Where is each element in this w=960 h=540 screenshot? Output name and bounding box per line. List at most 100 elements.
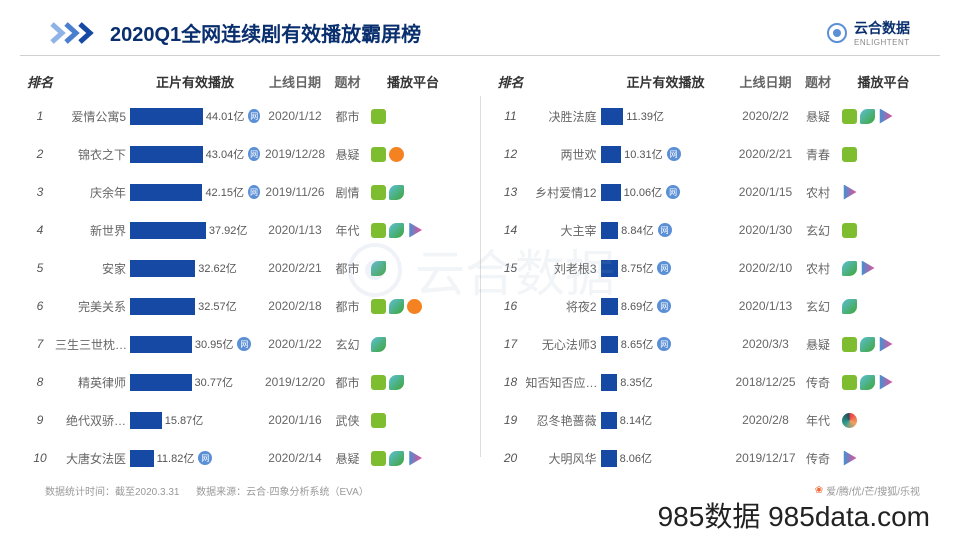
net-badge-icon: 网: [657, 261, 671, 275]
genre-cell: 都市: [330, 298, 365, 315]
platform-cell: [836, 261, 926, 276]
iqiyi-icon: [842, 223, 857, 238]
platform-cell: [836, 185, 926, 200]
th-genre: 题材: [330, 72, 365, 91]
th-platform: 播放平台: [836, 72, 926, 91]
bar-fill: [601, 374, 618, 391]
net-badge-icon: 网: [667, 147, 681, 161]
platform-cell: [836, 451, 926, 466]
iqiyi-icon: [371, 451, 386, 466]
net-badge-icon: 网: [657, 299, 671, 313]
rank-cell: 18: [496, 375, 526, 389]
platform-cell: [365, 337, 455, 352]
date-cell: 2020/2/10: [731, 261, 801, 275]
bar-cell: 8.14亿: [601, 412, 731, 429]
net-badge-icon: 网: [658, 223, 672, 237]
bar-fill: [601, 184, 621, 201]
bar-value: 8.84亿: [621, 222, 653, 238]
table-header: 排名正片有效播放上线日期题材播放平台: [496, 66, 936, 97]
platform-cell: [836, 413, 926, 428]
name-cell: 决胜法庭: [526, 108, 601, 125]
genre-cell: 玄幻: [801, 222, 836, 239]
bar-value: 8.06亿: [620, 450, 652, 466]
name-cell: 绝代双骄…: [55, 412, 130, 429]
bar-value: 32.57亿: [198, 298, 237, 314]
iqiyi-icon: [842, 375, 857, 390]
tencent-icon: [389, 185, 404, 200]
youku-icon: [842, 451, 857, 466]
genre-cell: 悬疑: [330, 146, 365, 163]
genre-cell: 都市: [330, 108, 365, 125]
bar-value: 32.62亿: [198, 260, 237, 276]
th-rank: 排名: [496, 72, 526, 91]
bar-cell: 30.77亿: [130, 374, 260, 391]
date-cell: 2019/12/20: [260, 375, 330, 389]
tencent-icon: [860, 337, 875, 352]
iqiyi-icon: [371, 109, 386, 124]
bar-fill: [601, 260, 619, 277]
th-date: 上线日期: [260, 72, 330, 91]
table-row: 19忍冬艳蔷薇8.14亿2020/2/8年代: [496, 401, 936, 439]
youku-icon: [860, 261, 875, 276]
platform-cell: [365, 147, 455, 162]
youku-icon: [878, 109, 893, 124]
genre-cell: 农村: [801, 184, 836, 201]
bar-cell: 32.62亿: [130, 260, 260, 277]
date-cell: 2020/2/2: [731, 109, 801, 123]
rank-cell: 10: [25, 451, 55, 465]
youku-icon: [407, 223, 422, 238]
bar-value: 8.75亿: [621, 260, 653, 276]
bar-cell: 32.57亿: [130, 298, 260, 315]
bar-fill: [130, 374, 192, 391]
bar-cell: 15.87亿: [130, 412, 260, 429]
name-cell: 大明风华: [526, 450, 601, 467]
bar-cell: 37.92亿: [130, 222, 260, 239]
genre-cell: 玄幻: [330, 336, 365, 353]
rank-cell: 4: [25, 223, 55, 237]
rank-cell: 3: [25, 185, 55, 199]
table-row: 7三生三世枕…30.95亿网2020/1/22玄幻: [25, 325, 465, 363]
table-row: 20大明风华8.06亿2019/12/17传奇: [496, 439, 936, 477]
genre-cell: 剧情: [330, 184, 365, 201]
bar-value: 8.14亿: [620, 412, 652, 428]
name-cell: 两世欢: [526, 146, 601, 163]
genre-cell: 悬疑: [801, 108, 836, 125]
tencent-icon: [842, 299, 857, 314]
platform-cell: [365, 109, 455, 124]
genre-cell: 青春: [801, 146, 836, 163]
table-row: 3庆余年42.15亿网2019/11/26剧情: [25, 173, 465, 211]
youku-icon: [407, 451, 422, 466]
bar-cell: 8.35亿: [601, 374, 731, 391]
rank-cell: 5: [25, 261, 55, 275]
platform-cell: [365, 413, 455, 428]
genre-cell: 年代: [801, 412, 836, 429]
bar-value: 37.92亿: [209, 222, 248, 238]
iqiyi-icon: [842, 109, 857, 124]
platform-cell: [836, 375, 926, 390]
bar-fill: [601, 146, 622, 163]
net-badge-icon: 网: [198, 451, 212, 465]
genre-cell: 悬疑: [801, 336, 836, 353]
bar-cell: 8.84亿网: [601, 222, 731, 239]
rank-cell: 16: [496, 299, 526, 313]
name-cell: 将夜2: [526, 298, 601, 315]
bar-fill: [130, 222, 206, 239]
genre-cell: 传奇: [801, 450, 836, 467]
sohu-icon: [842, 413, 857, 428]
brand-sub: ENLIGHTENT: [854, 38, 910, 47]
bar-fill: [130, 298, 195, 315]
table-row: 18知否知否应…8.35亿2018/12/25传奇: [496, 363, 936, 401]
brand-logo: 云合数据 ENLIGHTENT: [826, 18, 910, 47]
bar-value: 30.77亿: [195, 374, 234, 390]
net-badge-icon: 网: [248, 109, 260, 123]
rank-cell: 7: [25, 337, 55, 351]
iqiyi-icon: [371, 375, 386, 390]
bar-cell: 10.31亿网: [601, 146, 731, 163]
bar-cell: 11.82亿网: [130, 450, 260, 467]
bar-cell: 42.15亿网: [130, 184, 260, 201]
th-play: 正片有效播放: [130, 72, 260, 91]
table-row: 16将夜28.69亿网2020/1/13玄幻: [496, 287, 936, 325]
table-row: 5安家32.62亿2020/2/21都市: [25, 249, 465, 287]
content: 排名正片有效播放上线日期题材播放平台1爱情公寓544.01亿网2020/1/12…: [0, 56, 960, 477]
bar-fill: [601, 412, 617, 429]
